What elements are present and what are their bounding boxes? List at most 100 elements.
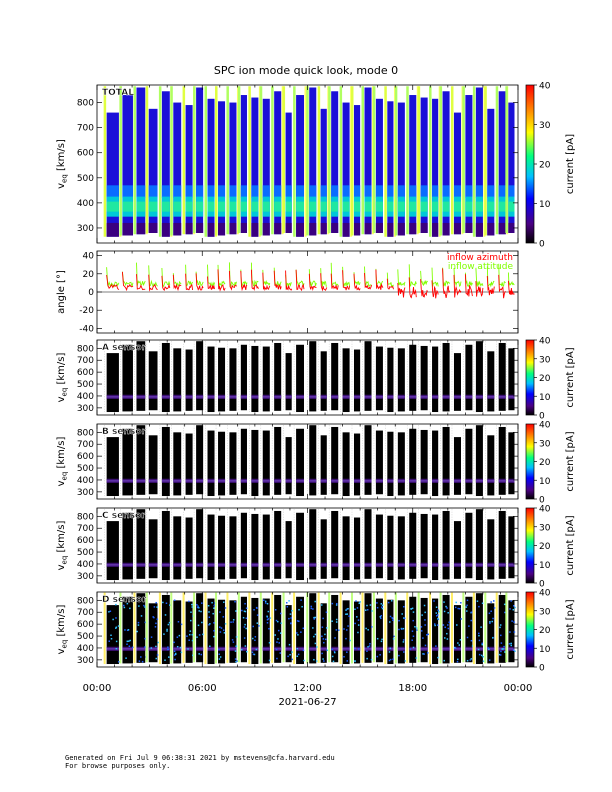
heatmap-speckle: [403, 651, 405, 653]
y-tick-label: 700: [77, 356, 94, 366]
y-axis-label: angle [°]: [56, 270, 67, 314]
heatmap-block: [420, 185, 428, 198]
heatmap-flag-column: [170, 86, 173, 236]
heatmap-speckle: [297, 653, 300, 656]
heatmap-speckle: [167, 623, 170, 626]
heatmap-speckle: [411, 639, 413, 641]
heatmap-speckle: [267, 618, 270, 620]
heatmap-speckle: [241, 609, 243, 612]
heatmap-speckle: [414, 626, 416, 628]
heatmap-speckle: [423, 604, 426, 607]
heatmap-speckle: [369, 643, 371, 645]
heatmap-speckle: [268, 659, 271, 662]
heatmap-block: [185, 349, 193, 411]
colorbar: [525, 84, 535, 244]
heatmap-block: [342, 432, 350, 497]
heatmap-speckle: [357, 619, 360, 621]
heatmap-block: [251, 97, 259, 237]
heatmap-speckle: [266, 618, 269, 621]
heatmap-speckle: [415, 657, 418, 659]
heatmap-speckle: [335, 604, 338, 606]
y-tick-label: 400: [77, 476, 94, 486]
heatmap-speckle: [287, 655, 289, 658]
heatmap-speckle: [380, 640, 383, 643]
heatmap-block: [475, 341, 483, 413]
heatmap-block: [409, 185, 417, 198]
heatmap-speckle: [314, 642, 317, 645]
heatmap-speckle: [447, 624, 449, 626]
heatmap-block: [465, 344, 473, 411]
heatmap-flag-column: [339, 592, 342, 665]
heatmap-flag-column: [484, 86, 487, 236]
heatmap-block: [475, 593, 483, 665]
y-axis-label-sub: eq: [61, 556, 69, 565]
heatmap-speckle: [123, 606, 126, 609]
heatmap-block: [465, 428, 473, 495]
heatmap-flag-column: [450, 86, 454, 235]
heatmap-speckle: [348, 615, 350, 617]
heatmap-speckle: [346, 613, 349, 615]
y-axis-label-sub: eq: [61, 640, 69, 649]
heatmap-block: [331, 185, 339, 198]
heatmap-block: [185, 433, 193, 495]
heatmap-speckle: [444, 637, 446, 639]
heatmap-speckle: [443, 659, 445, 662]
angle-series-attitude: [106, 262, 515, 288]
heatmap-flag-column: [350, 86, 354, 236]
heatmap-block: [387, 431, 394, 497]
heatmap-speckle: [190, 619, 192, 622]
heatmap-block: [409, 512, 417, 579]
y-axis-label-main: v: [56, 480, 67, 486]
x-axis-date-label: 2021-06-27: [278, 697, 336, 708]
heatmap-block: [274, 91, 282, 235]
heatmap-block: [161, 201, 170, 212]
heatmap-flag-column: [193, 592, 196, 663]
y-tick-label: 500: [77, 548, 94, 558]
y-tick-label: 500: [77, 174, 94, 184]
heatmap-speckle: [208, 616, 211, 618]
heatmap-speckle: [470, 619, 472, 622]
heatmap-block: [331, 510, 339, 579]
heatmap-block: [342, 516, 350, 581]
heatmap-speckle: [501, 648, 504, 650]
heatmap-speckle: [478, 632, 480, 635]
heatmap-speckle: [264, 602, 267, 604]
heatmap-block: [353, 185, 361, 198]
heatmap-flag-column: [237, 592, 240, 663]
heatmap-speckle: [481, 602, 484, 605]
heatmap-speckle: [198, 634, 201, 636]
heatmap-block: [353, 222, 361, 236]
heatmap-speckle: [482, 660, 485, 662]
heatmap-block: [487, 108, 495, 236]
heatmap-speckle: [346, 651, 348, 653]
heatmap-speckle: [117, 661, 120, 663]
heatmap-speckle: [276, 657, 278, 660]
heatmap-speckle: [296, 620, 299, 622]
heatmap-block: [285, 605, 292, 663]
heatmap-block: [218, 201, 226, 212]
heatmap-block: [136, 593, 146, 663]
colorbar-tick-label: 10: [539, 561, 551, 571]
heatmap-speckle: [277, 629, 280, 632]
heatmap-block: [296, 344, 304, 413]
legend-inflow-attitude: inflow attitude: [448, 262, 514, 272]
heatmap-speckle: [465, 606, 468, 608]
heatmap-block: [387, 185, 394, 198]
heatmap-speckle: [493, 607, 496, 609]
heatmap-block: [353, 601, 361, 664]
heatmap-speckle: [446, 632, 448, 635]
heatmap-speckle: [334, 637, 336, 639]
heatmap-speckle: [335, 621, 338, 623]
heatmap-block: [465, 95, 473, 233]
heatmap-speckle: [144, 637, 146, 640]
heatmap-block: [185, 517, 193, 579]
heatmap-speckle: [126, 602, 129, 605]
heatmap-speckle: [173, 599, 176, 602]
heatmap-speckle: [276, 641, 278, 643]
heatmap-block: [353, 517, 361, 580]
heatmap-speckle: [258, 625, 260, 627]
heatmap-speckle: [303, 659, 305, 662]
heatmap-block: [453, 437, 461, 495]
heatmap-block: [364, 201, 372, 212]
heatmap-speckle: [423, 653, 425, 655]
